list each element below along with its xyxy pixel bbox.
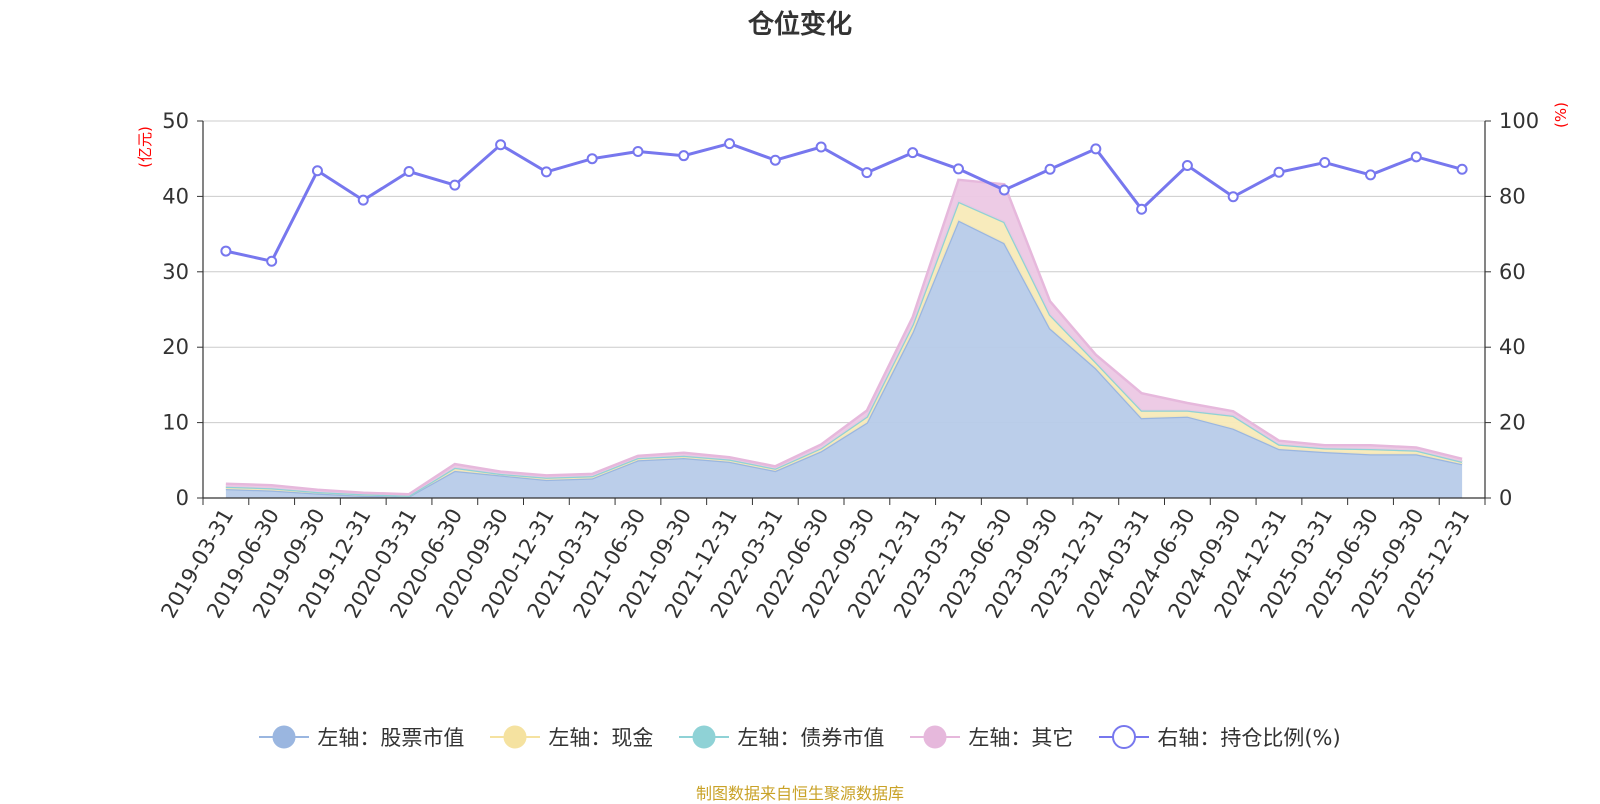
legend-swatch (490, 725, 541, 749)
left-tick-label: 30 (162, 260, 189, 284)
legend-item[interactable]: 左轴：现金 (490, 722, 653, 752)
legend-label: 左轴：其它 (968, 726, 1074, 750)
ratio-line (220, 138, 1468, 267)
ratio-point (1456, 163, 1468, 175)
chart-title: 仓位变化 (747, 10, 852, 40)
right-axis-unit: (%) (1552, 102, 1570, 128)
legend: 左轴：股票市值 左轴：现金 左轴：债券市值 左轴：其它 右轴：持仓比例(%) (0, 722, 1600, 752)
left-tick-label: 40 (162, 184, 189, 208)
legend-swatch (259, 725, 310, 749)
grid-lines (203, 120, 1485, 424)
left-tick-label: 20 (162, 335, 189, 359)
left-tick-label: 50 (162, 109, 189, 133)
left-tick-label: 10 (162, 411, 189, 435)
ratio-point (540, 166, 552, 178)
axes: 01020304050020406080100(亿元)(%)2019-03-31… (136, 102, 1570, 622)
ratio-point (1044, 163, 1056, 175)
legend-label: 左轴：股票市值 (317, 726, 465, 750)
ratio-point (311, 165, 323, 177)
ratio-point (1090, 143, 1102, 155)
legend-swatch (910, 725, 961, 749)
right-tick-label: 20 (1499, 411, 1526, 435)
ratio-point (998, 184, 1010, 196)
ratio-point (678, 150, 690, 162)
ratio-point (907, 147, 919, 159)
ratio-point (815, 141, 827, 153)
right-tick-label: 100 (1499, 109, 1539, 133)
ratio-point (952, 163, 964, 175)
source-note: 制图数据来自恒生聚源数据库 (695, 784, 904, 803)
area-line-左轴：其它 (225, 178, 1463, 496)
ratio-point (1319, 156, 1331, 168)
right-tick-label: 60 (1499, 260, 1526, 284)
left-tick-label: 0 (176, 486, 189, 510)
legend-item[interactable]: 左轴：债券市值 (679, 722, 884, 752)
legend-swatch (679, 725, 730, 749)
right-tick-label: 40 (1499, 335, 1526, 359)
legend-item[interactable]: 左轴：其它 (910, 722, 1073, 752)
right-tick-label: 80 (1499, 184, 1526, 208)
ratio-point (1365, 169, 1377, 181)
right-tick-label: 0 (1499, 486, 1512, 510)
ratio-point (1181, 159, 1193, 171)
ratio-point (1410, 151, 1422, 163)
stacked-areas (225, 178, 1463, 498)
ratio-point (495, 139, 507, 151)
legend-item[interactable]: 左轴：股票市值 (259, 722, 464, 752)
legend-label: 右轴：持仓比例(%) (1157, 726, 1341, 750)
left-axis-unit: (亿元) (136, 126, 154, 168)
ratio-point (724, 138, 736, 150)
area-左轴：股票市值 (225, 220, 1463, 498)
legend-label: 左轴：债券市值 (737, 726, 885, 750)
legend-swatch (1099, 725, 1150, 749)
ratio-point (632, 146, 644, 158)
ratio-point (220, 245, 232, 257)
ratio-point (449, 179, 461, 191)
ratio-point (266, 255, 278, 267)
ratio-point (861, 167, 873, 179)
ratio-point (586, 153, 598, 165)
ratio-line-path (225, 142, 1463, 263)
ratio-point (403, 166, 415, 178)
ratio-point (357, 194, 369, 206)
ratio-point (769, 154, 781, 166)
ratio-point (1136, 203, 1148, 215)
legend-label: 左轴：现金 (548, 726, 654, 750)
ratio-point (1273, 166, 1285, 178)
ratio-point (1227, 191, 1239, 203)
legend-item[interactable]: 右轴：持仓比例(%) (1099, 722, 1341, 752)
